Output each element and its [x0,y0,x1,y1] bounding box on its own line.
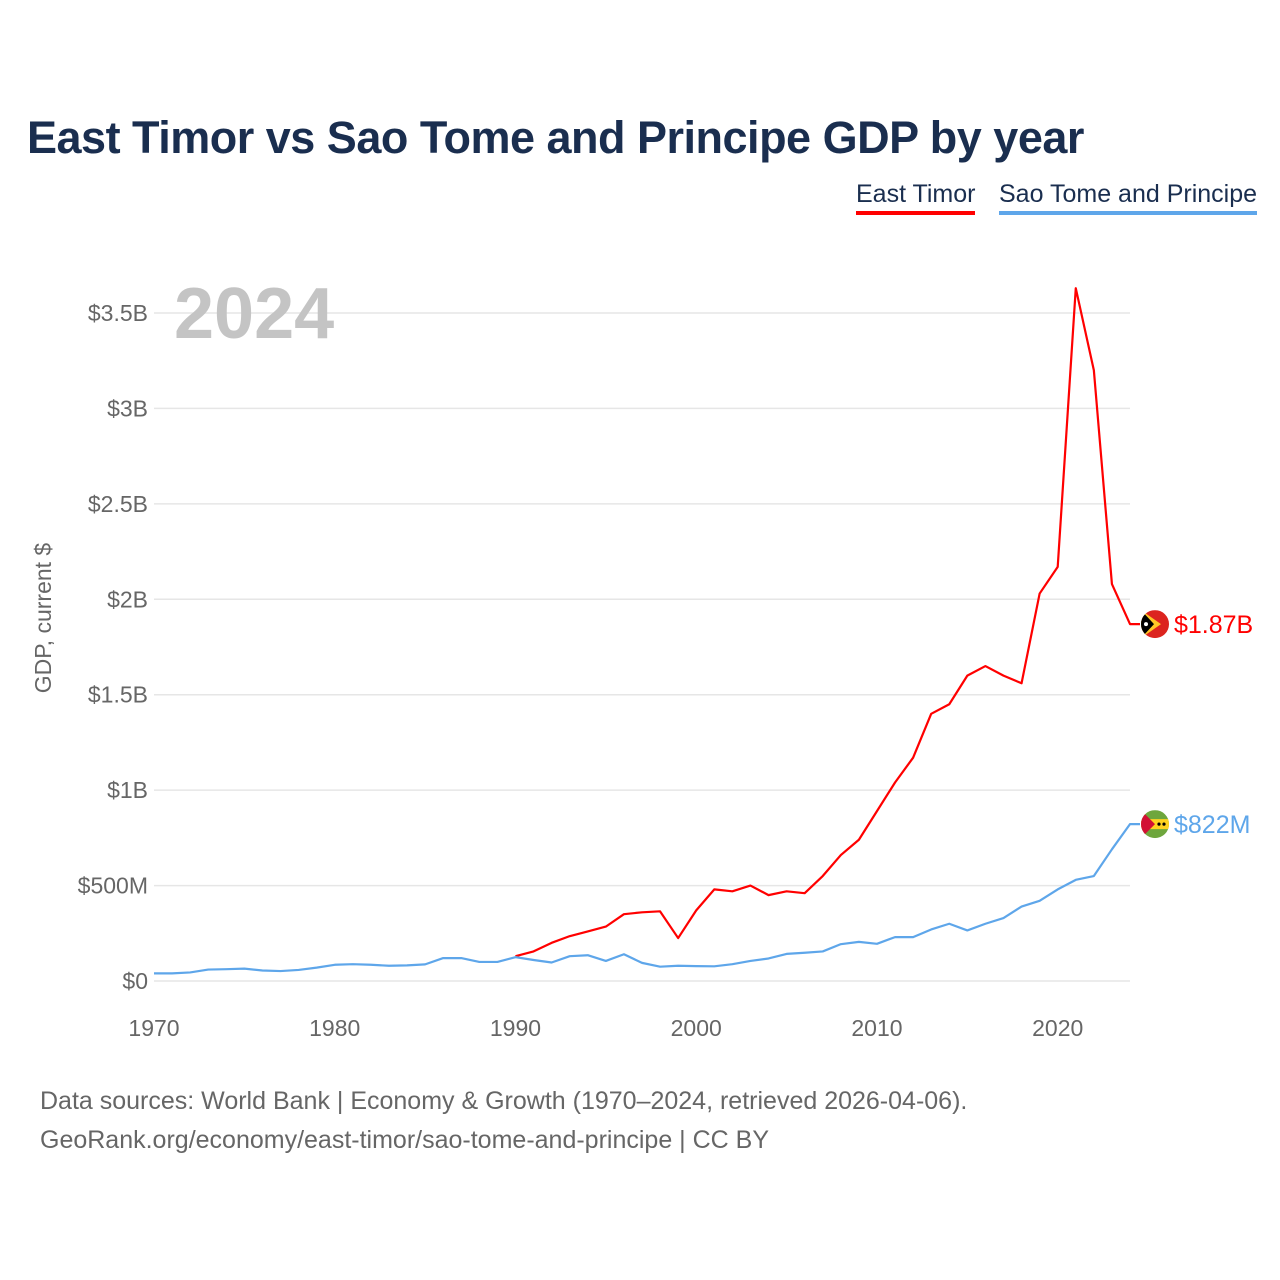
series-line-0[interactable] [515,287,1140,958]
x-tick-label: 1990 [490,1015,541,1041]
source-note: Data sources: World Bank | Economy & Gro… [40,1087,968,1115]
y-tick-label: $2.5B [88,491,148,517]
x-tick-label: 1980 [309,1015,360,1041]
x-tick-label: 2020 [1032,1015,1083,1041]
y-tick-label: $3.5B [88,300,148,326]
legend-east-timor[interactable]: East Timor [856,180,976,215]
footer: Data sources: World Bank | Economy & Gro… [40,1082,967,1160]
year-label: 2024 [174,274,334,354]
source-url[interactable]: GeoRank.org/economy/east-timor/sao-tome-… [40,1126,770,1154]
series-line-1[interactable] [154,823,1140,975]
end-value-label: $1.87B [1174,611,1253,639]
chart-title: East Timor vs Sao Tome and Principe GDP … [27,112,1084,163]
y-tick-label: $1.5B [88,682,148,708]
y-tick-label: $2B [107,586,148,612]
x-tick-label: 2010 [851,1015,902,1041]
east-timor-flag-icon [1141,610,1169,639]
y-axis-label: GDP, current $ [30,543,56,694]
y-tick-label: $1B [107,777,148,803]
y-tick-label: $3B [107,395,148,421]
legend-sao-tome[interactable]: Sao Tome and Principe [999,180,1258,215]
y-tick-label: $500M [78,873,148,899]
end-value-label: $822M [1174,811,1250,839]
sao-tome-flag-icon [1141,810,1169,839]
y-tick-label: $0 [122,968,148,994]
x-tick-label: 2000 [671,1015,722,1041]
x-tick-label: 1970 [128,1015,179,1041]
